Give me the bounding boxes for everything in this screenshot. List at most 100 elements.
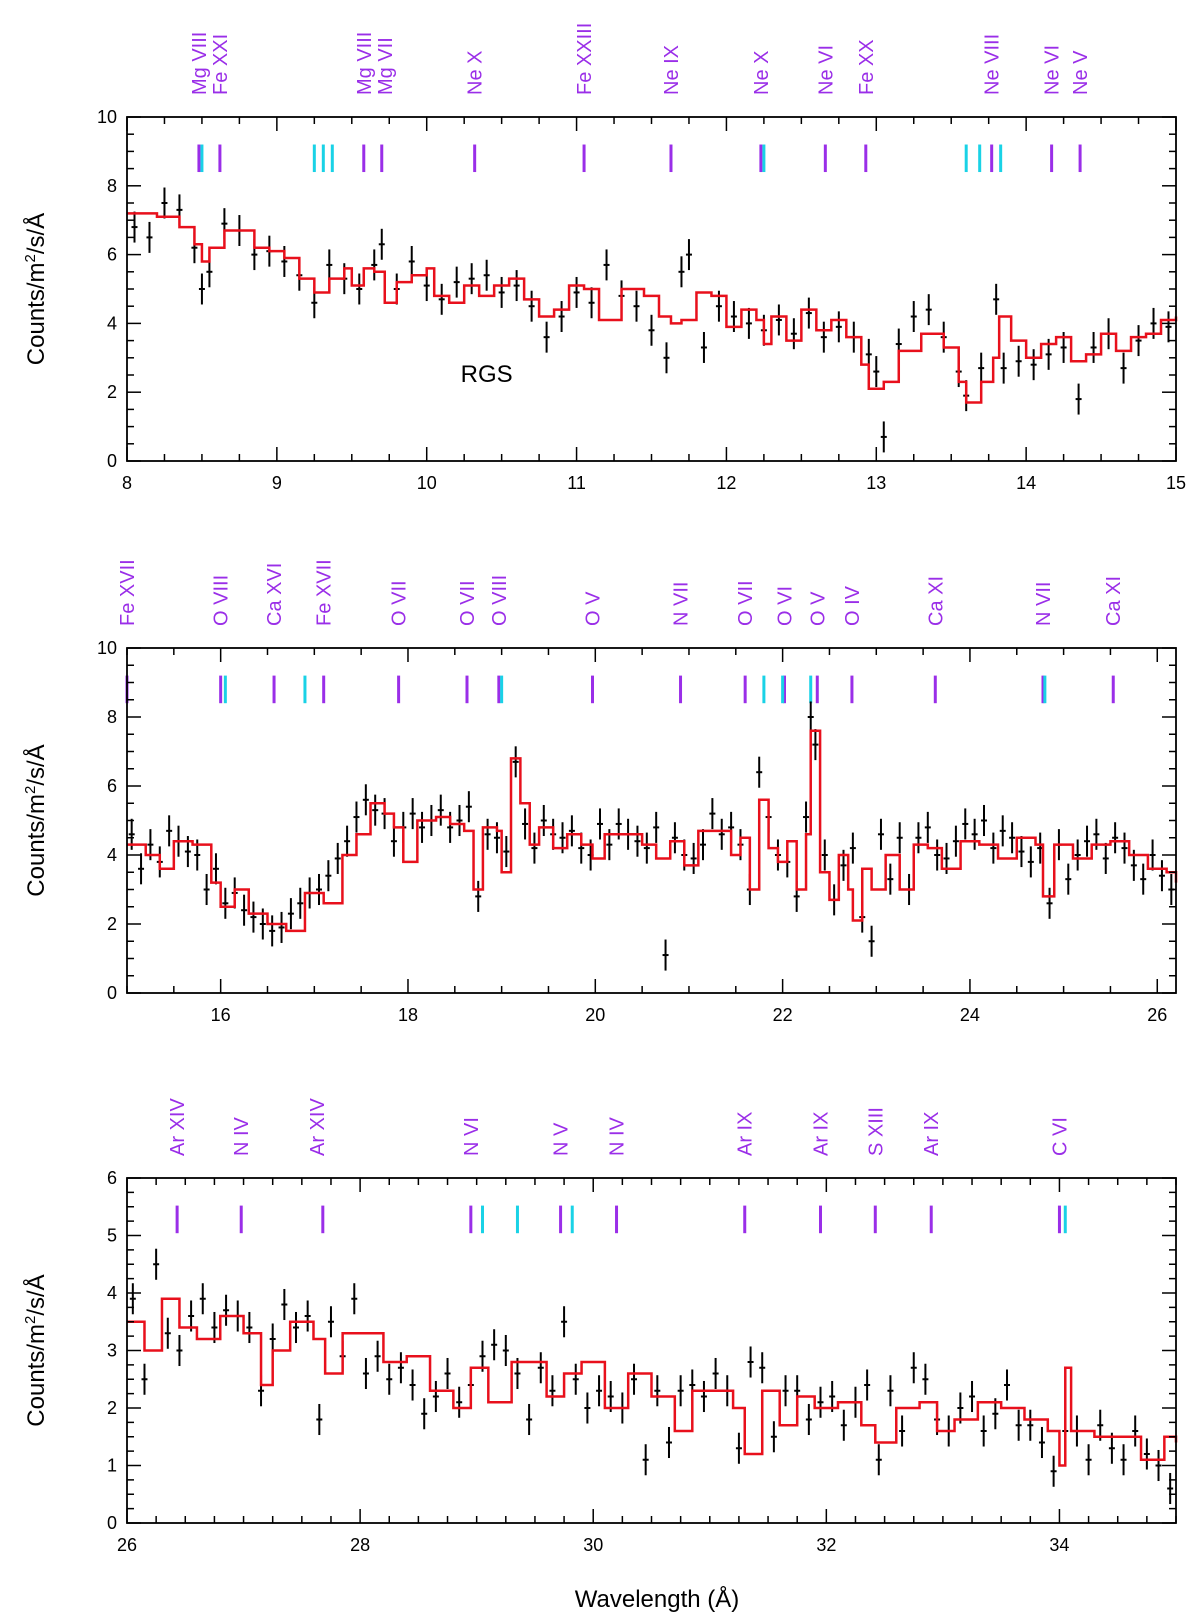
ion-label: O VII	[389, 580, 411, 626]
y-tick-label: 2	[107, 1398, 117, 1418]
rgs-annotation: RGS	[461, 361, 513, 388]
ion-label: C VI	[1049, 1117, 1071, 1156]
y-tick-label: 0	[107, 451, 117, 471]
y-tick-label: 2	[107, 382, 117, 402]
top-axis-ticks	[126, 116, 1177, 462]
top-data-points	[131, 187, 1172, 453]
y-tick-label: 1	[107, 1456, 117, 1476]
x-tick-label: 12	[716, 473, 736, 493]
ion-label: O VII	[735, 580, 757, 626]
ion-label: O IV	[842, 585, 864, 626]
y-tick-label: 0	[107, 983, 117, 1003]
y-tick-label: 4	[107, 845, 117, 865]
middle-ion-labels: Fe XVII O VIII Ca XVI Fe XVII O VII O VII O VI…	[117, 559, 1125, 626]
x-tick-label: 26	[117, 1535, 137, 1555]
x-tick-label: 9	[272, 473, 282, 493]
middle-panel: Fe XVII O VIII Ca XVI Fe XVII O VII O VII O VI…	[22, 559, 1178, 1025]
ion-label: S XIII	[865, 1107, 887, 1156]
y-tick-label: 6	[107, 245, 117, 265]
y-tick-label: 10	[97, 638, 117, 658]
ion-label: O VI	[774, 586, 796, 626]
ion-label: Fe XX	[856, 39, 878, 95]
top-ion-line-markers	[197, 144, 1082, 173]
ion-label: N IV	[231, 1116, 253, 1156]
ion-label: N VI	[461, 1117, 483, 1156]
top-y-tick-labels: 0 2 4 6 8 10	[97, 107, 117, 471]
middle-ion-line-markers	[125, 675, 1115, 704]
middle-model-line	[127, 729, 1178, 933]
bottom-y-tick-labels: 0 1 2 3 4 5 6	[107, 1168, 117, 1533]
y-tick-label: 8	[107, 176, 117, 196]
bottom-axis-ticks	[126, 1177, 1177, 1524]
ion-label: N IV	[607, 1116, 629, 1156]
bottom-y-axis-label: Counts/m2/s/Å	[22, 1274, 50, 1426]
ion-label: Ar IX	[921, 1112, 943, 1156]
ion-label: Fe XVII	[314, 559, 336, 626]
top-x-tick-labels: 8 9 10 11 12 13 14 15	[122, 473, 1186, 493]
ion-label: Ar IX	[735, 1112, 757, 1156]
y-tick-label: 4	[107, 313, 117, 333]
ion-label: Ca XI	[1103, 576, 1125, 626]
ion-label: Ne X	[465, 51, 487, 95]
ion-label: Ne V	[1070, 50, 1092, 95]
ion-label: N VII	[1033, 582, 1055, 626]
ion-label: Ca XI	[925, 576, 947, 626]
top-model-line	[127, 212, 1178, 404]
ion-label: Ne X	[751, 51, 773, 95]
ion-label: Ne VI	[815, 45, 837, 95]
x-tick-label: 11	[567, 473, 586, 493]
y-tick-label: 4	[107, 1283, 117, 1303]
y-tick-label: 2	[107, 914, 117, 934]
bottom-ion-line-markers	[175, 1205, 1067, 1234]
bottom-ion-labels: Ar XIV N IV Ar XIV N VI N V N IV Ar IX Ar IX S X…	[167, 1098, 1071, 1156]
x-tick-label: 18	[398, 1005, 418, 1025]
bottom-model-line	[127, 1297, 1178, 1467]
middle-axis-ticks	[126, 647, 1176, 994]
middle-x-tick-labels: 16 18 20 22 24 26	[211, 1005, 1168, 1025]
bottom-panel: Ar XIV N IV Ar XIV N VI N V N IV Ar IX Ar IX S X…	[22, 1098, 1178, 1555]
x-tick-label: 16	[211, 1005, 231, 1025]
middle-y-axis-label: Counts/m2/s/Å	[22, 744, 50, 896]
ion-label: O VIII	[489, 575, 511, 626]
ion-label: Ar IX	[811, 1112, 833, 1156]
ion-label: O VIII	[211, 575, 233, 626]
x-tick-label: 13	[866, 473, 886, 493]
x-tick-label: 28	[350, 1535, 370, 1555]
y-tick-label: 8	[107, 707, 117, 727]
top-y-axis-label: Counts/m2/s/Å	[22, 213, 50, 365]
ion-label: Ne VI	[1042, 45, 1064, 95]
ion-label: Ca XVI	[264, 563, 286, 626]
y-tick-label: 5	[107, 1226, 117, 1246]
y-tick-label: 6	[107, 1168, 117, 1188]
x-tick-label: 15	[1166, 473, 1186, 493]
ion-label: Mg VII	[375, 37, 397, 95]
x-tick-label: 10	[417, 473, 437, 493]
x-tick-label: 32	[816, 1535, 836, 1555]
y-tick-label: 6	[107, 776, 117, 796]
ion-label: Ne VIII	[982, 34, 1004, 95]
ion-label: Ne IX	[661, 45, 683, 95]
middle-y-tick-labels: 0 2 4 6 8 10	[97, 638, 117, 1003]
x-tick-label: 34	[1049, 1535, 1069, 1555]
ion-label: Ar XIV	[167, 1098, 189, 1156]
ion-label: O V	[582, 591, 604, 626]
x-tick-label: 20	[585, 1005, 605, 1025]
ion-label: N V	[551, 1122, 573, 1156]
ion-label: Fe XXI	[210, 34, 232, 95]
ion-label: Fe XXIII	[574, 23, 596, 95]
ion-label: Mg VIII	[354, 32, 376, 95]
ion-label: O V	[807, 591, 829, 626]
x-tick-label: 30	[583, 1535, 603, 1555]
x-tick-label: 22	[773, 1005, 793, 1025]
x-tick-label: 24	[960, 1005, 980, 1025]
ion-label: Mg VIII	[189, 32, 211, 95]
x-tick-label: 26	[1147, 1005, 1167, 1025]
x-tick-label: 8	[122, 473, 132, 493]
y-tick-label: 3	[107, 1341, 117, 1361]
y-tick-label: 0	[107, 1513, 117, 1533]
x-axis-label: Wavelength (Å)	[575, 1585, 740, 1613]
ion-label: N VII	[671, 582, 693, 626]
